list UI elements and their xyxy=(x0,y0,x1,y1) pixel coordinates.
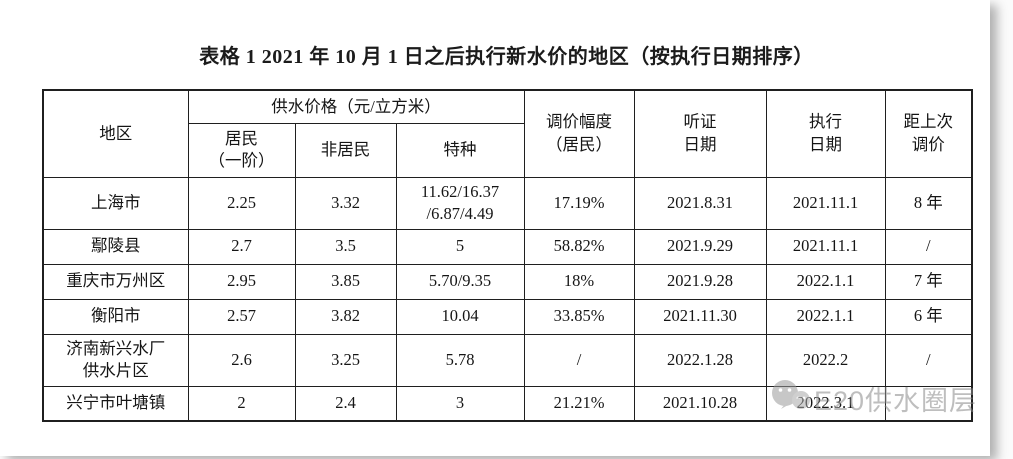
table-caption: 表格 1 2021 年 10 月 1 日之后执行新水价的地区（按执行日期排序） xyxy=(199,46,814,68)
cell-special-price: 5.70/9.35 xyxy=(395,263,525,300)
cell-since-last: 8 年 xyxy=(884,176,973,230)
cell-resident-price: 2.7 xyxy=(187,228,296,265)
cell-hearing-date: 2021.9.29 xyxy=(633,228,767,265)
table-row-hengyang: 衡阳市 2.57 3.82 10.04 33.85% 2021.11.30 20… xyxy=(42,298,973,335)
cell-execution-date: 2022.1.1 xyxy=(765,298,886,335)
cell-resident-price: 2.25 xyxy=(187,176,296,230)
header-since-last: 距上次 调价 xyxy=(884,89,973,178)
cell-region: 鄢陵县 xyxy=(42,228,189,265)
table-row-yanling: 鄢陵县 2.7 3.5 5 58.82% 2021.9.29 2021.11.1… xyxy=(42,228,973,265)
header-region: 地区 xyxy=(42,89,189,178)
cell-nonresident-price: 3.85 xyxy=(294,263,397,300)
cell-since-last: 6 年 xyxy=(884,298,973,335)
cell-special-price: 10.04 xyxy=(395,298,525,335)
cell-adjustment: 58.82% xyxy=(523,228,635,265)
table-row-wanzhou: 重庆市万州区 2.95 3.85 5.70/9.35 18% 2021.9.28… xyxy=(42,263,973,300)
cell-execution-date: 2022.3.1 xyxy=(765,385,886,422)
cell-adjustment: 17.19% xyxy=(523,176,635,230)
cell-since-last: / xyxy=(884,228,973,265)
cell-nonresident-price: 3.82 xyxy=(294,298,397,335)
cell-special-price: 11.62/16.37 /6.87/4.49 xyxy=(395,176,525,230)
cell-special-price: 5 xyxy=(395,228,525,265)
cell-special-price: 3 xyxy=(395,385,525,422)
header-row-sub: 居民 （一阶） 非居民 特种 xyxy=(43,122,972,178)
cell-nonresident-price: 2.4 xyxy=(294,385,397,422)
cell-region: 济南新兴水厂 供水片区 xyxy=(42,333,189,387)
cell-hearing-date: 2021.8.31 xyxy=(633,176,767,230)
cell-adjustment: / xyxy=(523,333,635,387)
water-price-table: 地区 供水价格（元/立方米） 调价幅度 （居民） 听证 日期 执行 日期 距上次… xyxy=(42,89,974,422)
cell-execution-date: 2021.11.1 xyxy=(765,176,886,230)
cell-resident-price: 2.6 xyxy=(187,333,296,387)
cell-region: 兴宁市叶塘镇 xyxy=(42,385,189,422)
header-execution-date: 执行 日期 xyxy=(765,89,886,178)
cell-execution-date: 2021.11.1 xyxy=(765,228,886,265)
cell-adjustment: 33.85% xyxy=(523,298,635,335)
cell-hearing-date: 2021.9.28 xyxy=(633,263,767,300)
cell-execution-date: 2022.2 xyxy=(765,333,886,387)
table-row-xingning: 兴宁市叶塘镇 2 2.4 3 21.21% 2021.10.28 2022.3.… xyxy=(42,385,973,422)
header-adjustment: 调价幅度 （居民） xyxy=(523,89,635,178)
header-price-group: 供水价格（元/立方米） xyxy=(187,89,525,124)
cell-since-last: / xyxy=(884,333,973,387)
cell-adjustment: 21.21% xyxy=(523,385,635,422)
cell-adjustment: 18% xyxy=(523,263,635,300)
cell-hearing-date: 2021.11.30 xyxy=(633,298,767,335)
cell-hearing-date: 2021.10.28 xyxy=(633,385,767,422)
cell-region: 衡阳市 xyxy=(42,298,189,335)
cell-resident-price: 2 xyxy=(187,385,296,422)
table-row-shanghai: 上海市 2.25 3.32 11.62/16.37 /6.87/4.49 17.… xyxy=(42,176,973,230)
cell-special-price: 5.78 xyxy=(395,333,525,387)
cell-region: 上海市 xyxy=(42,176,189,230)
cell-region: 重庆市万州区 xyxy=(42,263,189,300)
cell-nonresident-price: 3.5 xyxy=(294,228,397,265)
document-page: 表格 1 2021 年 10 月 1 日之后执行新水价的地区（按执行日期排序） … xyxy=(42,46,977,422)
cell-resident-price: 2.95 xyxy=(187,263,296,300)
cell-hearing-date: 2022.1.28 xyxy=(633,333,767,387)
cell-nonresident-price: 3.32 xyxy=(294,176,397,230)
cell-since-last xyxy=(884,385,973,422)
table-row-jinan: 济南新兴水厂 供水片区 2.6 3.25 5.78 / 2022.1.28 20… xyxy=(42,333,973,387)
header-resident: 居民 （一阶） xyxy=(187,122,296,178)
header-row-top: 地区 供水价格（元/立方米） 调价幅度 （居民） 听证 日期 执行 日期 距上次… xyxy=(42,89,973,178)
header-hearing-date: 听证 日期 xyxy=(633,89,767,178)
header-non-resident: 非居民 xyxy=(294,122,397,178)
cell-nonresident-price: 3.25 xyxy=(294,333,397,387)
cell-resident-price: 2.57 xyxy=(187,298,296,335)
header-special: 特种 xyxy=(395,122,525,178)
cell-since-last: 7 年 xyxy=(884,263,973,300)
cell-execution-date: 2022.1.1 xyxy=(765,263,886,300)
